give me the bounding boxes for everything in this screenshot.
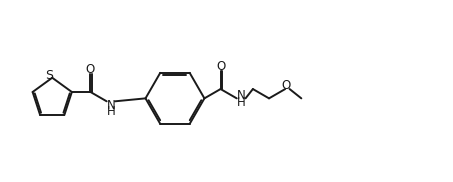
Text: O: O xyxy=(86,63,95,76)
Text: O: O xyxy=(216,60,225,73)
Text: O: O xyxy=(281,79,291,92)
Text: N: N xyxy=(107,99,116,112)
Text: H: H xyxy=(107,105,116,118)
Text: H: H xyxy=(237,96,246,109)
Text: N: N xyxy=(237,89,246,102)
Text: S: S xyxy=(45,69,53,82)
